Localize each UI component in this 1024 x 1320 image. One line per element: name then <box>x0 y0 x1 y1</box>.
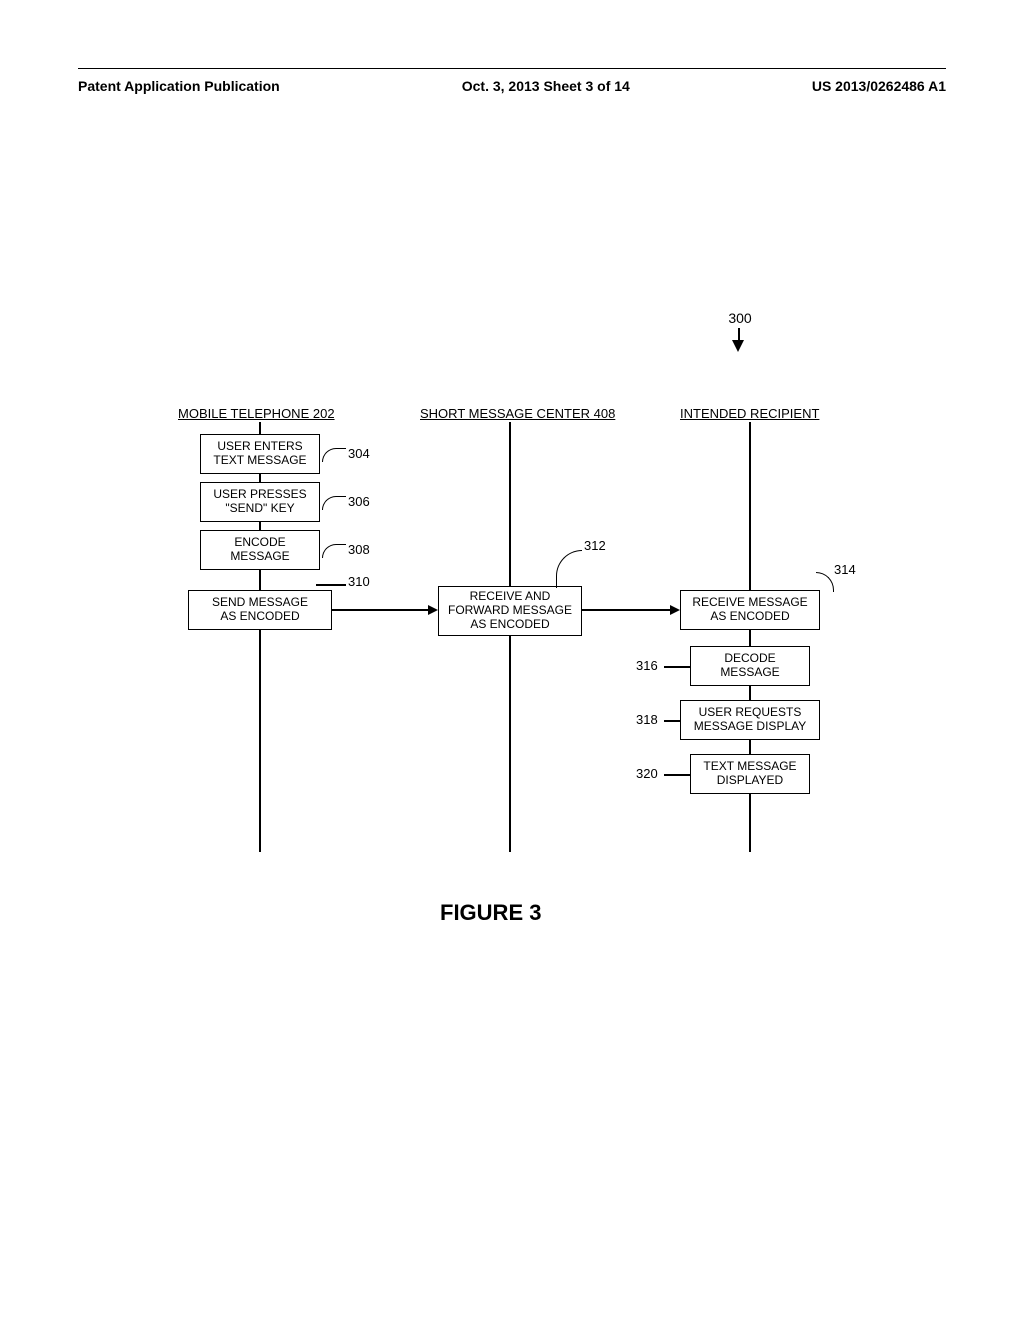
conn-304-306 <box>259 474 261 482</box>
box-304-text: USER ENTERSTEXT MESSAGE <box>213 440 306 468</box>
figure-caption: FIGURE 3 <box>440 900 541 926</box>
ref-304: 304 <box>348 446 370 461</box>
ref-300-text: 300 <box>728 310 751 326</box>
conn-316-318 <box>749 686 751 700</box>
ref-314-lead <box>816 572 834 592</box>
box-314: RECEIVE MESSAGEAS ENCODED <box>680 590 820 630</box>
header-left: Patent Application Publication <box>78 78 280 94</box>
conn-308-310 <box>259 570 261 590</box>
lane-header-smc: SHORT MESSAGE CENTER 408 <box>420 406 615 421</box>
conn-314-316 <box>749 630 751 646</box>
box-316: DECODEMESSAGE <box>690 646 810 686</box>
arrow-312-314 <box>670 605 680 615</box>
ref-312: 312 <box>584 538 606 553</box>
page-header: Patent Application Publication Oct. 3, 2… <box>78 78 946 94</box>
box-304: USER ENTERSTEXT MESSAGE <box>200 434 320 474</box>
conn-306-308 <box>259 522 261 530</box>
ref-300-arrowhead <box>732 340 744 352</box>
figure-diagram: 300 MOBILE TELEPHONE 202 SHORT MESSAGE C… <box>140 370 900 930</box>
conn-310-312 <box>332 609 432 611</box>
box-318: USER REQUESTSMESSAGE DISPLAY <box>680 700 820 740</box>
ref-304-lead <box>322 448 346 462</box>
ref-306: 306 <box>348 494 370 509</box>
box-314-text: RECEIVE MESSAGEAS ENCODED <box>692 596 807 624</box>
figure-ref-300: 300 <box>710 310 770 326</box>
ref-308: 308 <box>348 542 370 557</box>
box-320-text: TEXT MESSAGEDISPLAYED <box>703 760 796 788</box>
header-right: US 2013/0262486 A1 <box>812 78 946 94</box>
box-312: RECEIVE ANDFORWARD MESSAGEAS ENCODED <box>438 586 582 636</box>
conn-318-320 <box>749 740 751 754</box>
conn-320-tail <box>749 794 751 804</box>
ref-320: 320 <box>636 766 658 781</box>
ref-320-lead <box>664 774 690 776</box>
ref-316-lead <box>664 666 690 668</box>
ref-314: 314 <box>834 562 856 577</box>
ref-312-lead <box>556 550 582 588</box>
box-310: SEND MESSAGEAS ENCODED <box>188 590 332 630</box>
conn-312-314 <box>582 609 672 611</box>
box-306-text: USER PRESSES"SEND" KEY <box>213 488 306 516</box>
ref-316: 316 <box>636 658 658 673</box>
ref-318: 318 <box>636 712 658 727</box>
box-308: ENCODEMESSAGE <box>200 530 320 570</box>
lane-header-mobile: MOBILE TELEPHONE 202 <box>178 406 335 421</box>
box-306: USER PRESSES"SEND" KEY <box>200 482 320 522</box>
lane-header-recipient: INTENDED RECIPIENT <box>680 406 819 421</box>
box-316-text: DECODEMESSAGE <box>720 652 779 680</box>
lifeline-smc <box>509 422 511 852</box>
ref-318-lead <box>664 720 680 722</box>
box-320: TEXT MESSAGEDISPLAYED <box>690 754 810 794</box>
box-310-text: SEND MESSAGEAS ENCODED <box>212 596 308 624</box>
ref-310-lead <box>316 584 346 586</box>
ref-306-lead <box>322 496 346 510</box>
ref-310: 310 <box>348 574 370 589</box>
ref-308-lead <box>322 544 346 558</box>
box-312-text: RECEIVE ANDFORWARD MESSAGEAS ENCODED <box>448 590 572 631</box>
arrow-310-312 <box>428 605 438 615</box>
header-center: Oct. 3, 2013 Sheet 3 of 14 <box>462 78 630 94</box>
box-308-text: ENCODEMESSAGE <box>230 536 289 564</box>
box-318-text: USER REQUESTSMESSAGE DISPLAY <box>694 706 806 734</box>
